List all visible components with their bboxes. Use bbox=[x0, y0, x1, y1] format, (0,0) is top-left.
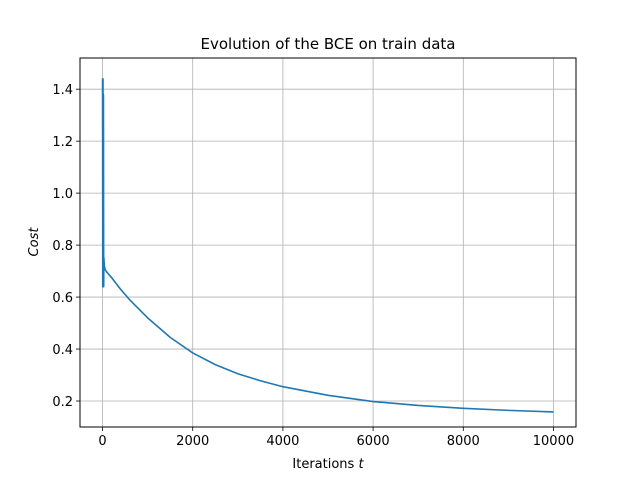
series-group bbox=[101, 77, 554, 413]
x-axis-label-var: t bbox=[358, 457, 364, 472]
x-tick-label: 0 bbox=[98, 434, 106, 449]
x-tick-label: 8000 bbox=[447, 434, 480, 449]
x-axis-label-text: Iterations bbox=[292, 457, 358, 472]
x-tick-label: 10000 bbox=[533, 434, 574, 449]
y-tick-label: 0.8 bbox=[52, 239, 73, 254]
ticks-group: 0 2000 4000 6000 8000 10000 0.2 0.4 0.6 0.8 1.0 1.2… bbox=[52, 83, 574, 449]
x-tick-label: 2000 bbox=[176, 434, 209, 449]
y-tick-label: 0.6 bbox=[52, 291, 73, 306]
chart-title: Evolution of the BCE on train data bbox=[201, 35, 456, 53]
plot-frame bbox=[79, 57, 577, 428]
series-line-0 bbox=[101, 77, 554, 413]
y-tick-label: 0.4 bbox=[52, 343, 73, 358]
y-tick-label: 1.2 bbox=[52, 135, 73, 150]
y-tick-label: 0.2 bbox=[52, 395, 73, 410]
y-tick-label: 1.0 bbox=[52, 187, 73, 202]
y-axis-label: Cost bbox=[27, 227, 42, 257]
y-tick-label: 1.4 bbox=[52, 83, 73, 98]
x-tick-label: 4000 bbox=[266, 434, 299, 449]
x-axis-label: Iterations t bbox=[292, 457, 364, 472]
x-tick-label: 6000 bbox=[357, 434, 390, 449]
grid-lines bbox=[80, 58, 576, 427]
